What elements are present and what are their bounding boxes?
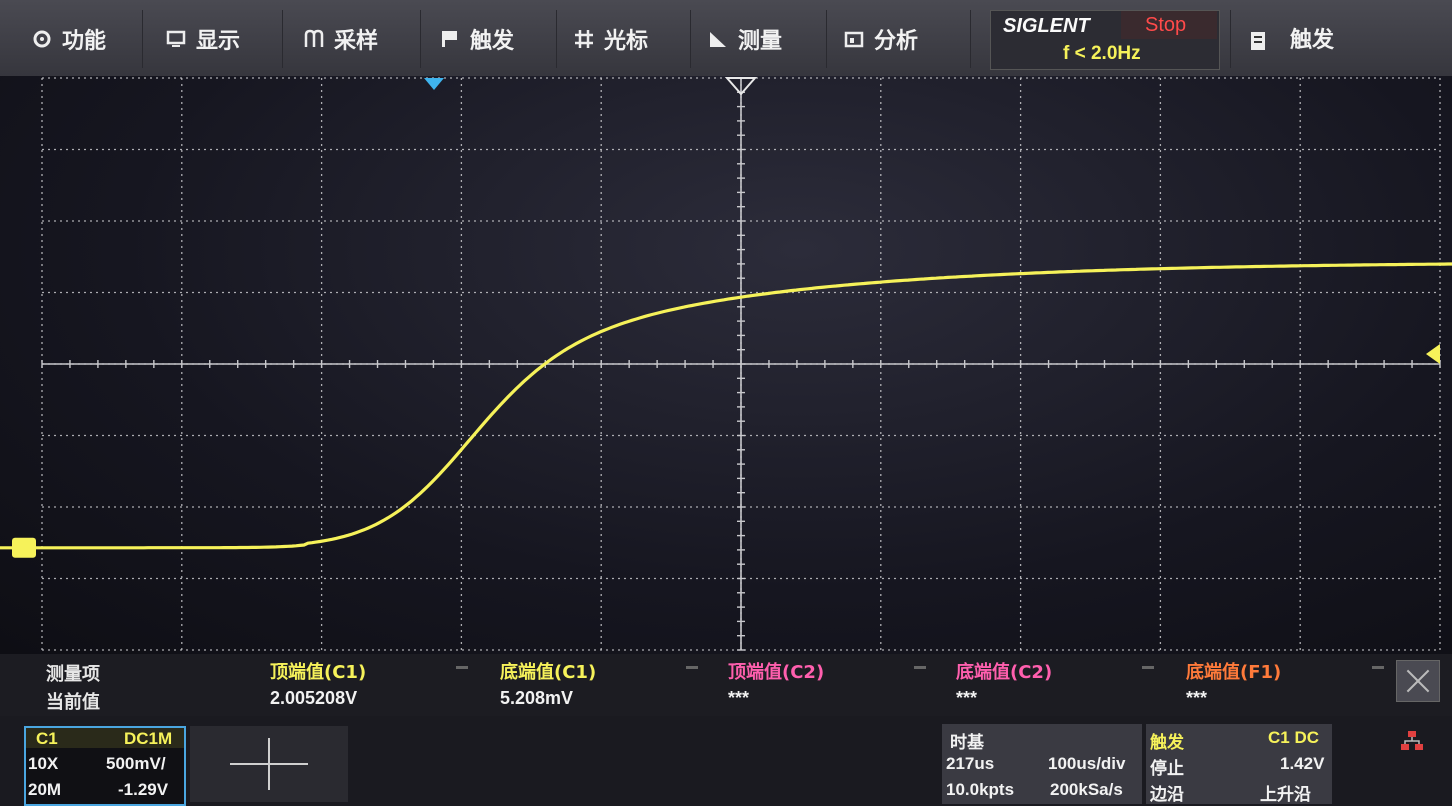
trigger-softkey[interactable]: 触发 bbox=[1250, 22, 1334, 54]
bandwidth-limit: 20M bbox=[28, 780, 62, 799]
memory-depth: 10.0kpts bbox=[946, 780, 1015, 799]
time-reference-marker bbox=[724, 77, 758, 96]
menu-analysis-label: 分析 bbox=[874, 29, 919, 54]
menu-bar: 功能 显示 采样 触发 光标 测量 分析 bbox=[0, 0, 1452, 78]
monitor-icon bbox=[166, 29, 186, 49]
trigger-slope: 上升沿 bbox=[1260, 785, 1311, 804]
waveform-display[interactable] bbox=[0, 76, 1452, 654]
analysis-icon bbox=[844, 29, 864, 49]
trigger-level: 1.42V bbox=[1280, 754, 1325, 773]
gear-icon bbox=[32, 29, 52, 49]
measure-icon bbox=[708, 29, 728, 49]
measurement-column-2-name[interactable]: 底端值(C1) bbox=[500, 662, 597, 683]
list-icon bbox=[1250, 31, 1266, 51]
measurement-column-1-dash bbox=[456, 666, 468, 669]
measurement-column-1-name[interactable]: 顶端值(C1) bbox=[270, 662, 367, 683]
timebase-panel[interactable]: 时基 217us 100us/div 10.0kpts 200kSa/s bbox=[942, 724, 1142, 804]
trigger-state: 停止 bbox=[1150, 759, 1184, 778]
brand-status-panel: SIGLENT Stop f < 2.0Hz bbox=[990, 10, 1220, 70]
channel1-ground-marker bbox=[12, 537, 36, 558]
trigger-panel[interactable]: 触发 C1 DC 停止 1.42V 边沿 上升沿 bbox=[1146, 724, 1332, 804]
menu-trigger[interactable]: 触发 bbox=[440, 16, 514, 62]
menu-measure-label: 测量 bbox=[738, 29, 783, 54]
trigger-source: C1 DC bbox=[1268, 728, 1320, 747]
trigger-mode: 边沿 bbox=[1150, 785, 1184, 804]
close-measurement-button[interactable] bbox=[1396, 660, 1440, 702]
trigger-title: 触发 bbox=[1150, 733, 1184, 752]
measurement-column-3-value: *** bbox=[728, 688, 750, 708]
menu-display-label: 显示 bbox=[196, 29, 241, 54]
brand-logo: SIGLENT bbox=[1003, 15, 1090, 37]
timebase-scale: 100us/div bbox=[1048, 754, 1126, 773]
add-channel-button[interactable] bbox=[190, 726, 348, 802]
measurement-item-label: 测量项 bbox=[46, 664, 100, 685]
menu-trigger-label: 触发 bbox=[470, 29, 515, 54]
measurement-column-2-value: 5.208mV bbox=[500, 688, 574, 708]
measurement-column-4-name[interactable]: 底端值(C2) bbox=[956, 662, 1053, 683]
channel-name: C1 bbox=[36, 729, 58, 748]
cursor-hash-icon bbox=[574, 29, 594, 49]
menu-function[interactable]: 功能 bbox=[32, 16, 106, 62]
trigger-softkey-label: 触发 bbox=[1290, 28, 1335, 53]
vertical-offset: -1.29V bbox=[118, 780, 169, 799]
sample-icon bbox=[304, 29, 324, 49]
menu-display[interactable]: 显示 bbox=[166, 16, 240, 62]
measurement-panel: 测量项 当前值 顶端值(C1) 2.005208V 底端值(C1) 5.208mV 顶端… bbox=[0, 654, 1452, 716]
channel1-info[interactable]: C1 DC1M 10X 500mV/ 20M -1.29V bbox=[24, 726, 186, 806]
run-stop-indicator[interactable] bbox=[1121, 11, 1217, 39]
menu-cursor-label: 光标 bbox=[604, 29, 649, 54]
timebase-title: 时基 bbox=[950, 733, 984, 752]
measurement-column-3-dash bbox=[914, 666, 926, 669]
run-status: Stop bbox=[1145, 14, 1187, 36]
vertical-scale: 500mV/ bbox=[106, 754, 166, 773]
measurement-column-4-dash bbox=[1142, 666, 1154, 669]
menu-analysis[interactable]: 分析 bbox=[844, 16, 918, 62]
menu-measure[interactable]: 测量 bbox=[708, 16, 782, 62]
measurement-column-5-value: *** bbox=[1186, 688, 1208, 708]
measurement-column-2-dash bbox=[686, 666, 698, 669]
menu-acquire[interactable]: 采样 bbox=[304, 16, 378, 62]
current-value-label: 当前值 bbox=[46, 692, 100, 713]
network-icon bbox=[1400, 730, 1424, 752]
trigger-level-marker bbox=[1426, 344, 1440, 364]
measurement-column-5-dash bbox=[1372, 666, 1384, 669]
measurement-column-4-value: *** bbox=[956, 688, 978, 708]
graticule bbox=[0, 77, 1452, 651]
trigger-frequency: f < 2.0Hz bbox=[1063, 43, 1141, 64]
measurement-column-1-value: 2.005208V bbox=[270, 688, 358, 708]
measurement-column-5-name[interactable]: 底端值(F1) bbox=[1186, 662, 1282, 683]
menu-function-label: 功能 bbox=[62, 29, 107, 54]
channel1-trace bbox=[0, 262, 1452, 550]
probe-ratio: 10X bbox=[28, 754, 59, 773]
flag-icon bbox=[440, 29, 460, 49]
timebase-delay: 217us bbox=[946, 754, 995, 773]
trigger-delay-marker bbox=[424, 78, 444, 90]
status-bar: C1 DC1M 10X 500mV/ 20M -1.29V 时基 217us 1… bbox=[0, 716, 1452, 806]
sample-rate: 200kSa/s bbox=[1050, 780, 1123, 799]
menu-acquire-label: 采样 bbox=[334, 29, 379, 54]
measurement-column-3-name[interactable]: 顶端值(C2) bbox=[728, 662, 825, 683]
channel-coupling: DC1M bbox=[124, 729, 173, 748]
menu-cursor[interactable]: 光标 bbox=[574, 16, 648, 62]
